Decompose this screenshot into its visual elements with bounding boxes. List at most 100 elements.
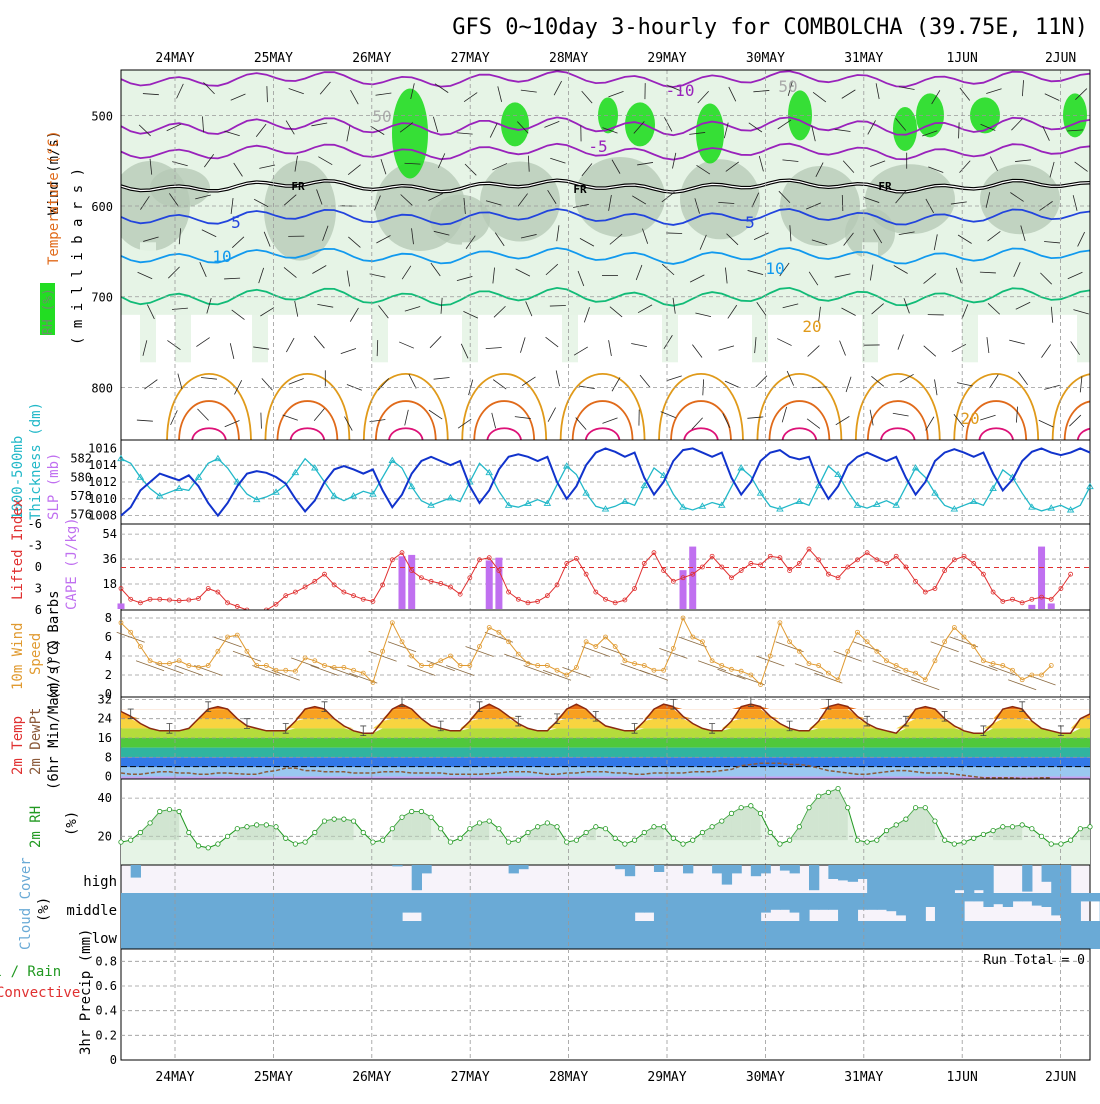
cloud-bar-middle xyxy=(945,893,955,921)
cloud-bar-low xyxy=(509,921,519,949)
cloud-bar-middle xyxy=(547,893,557,921)
rh-moist-region xyxy=(575,157,665,237)
date-label-top: 26MAY xyxy=(352,51,391,66)
cloud-bar-low xyxy=(1022,921,1032,949)
cloud-bar-low xyxy=(247,921,257,949)
cloud-unit-label: (%) xyxy=(36,897,52,922)
contour-label: 20 xyxy=(960,409,979,428)
cloud-bar-middle xyxy=(887,893,897,911)
cloud-bar-high xyxy=(974,865,984,890)
wind-barb xyxy=(267,86,268,102)
cloud-bar-middle xyxy=(654,893,664,921)
cloud-bar-middle xyxy=(315,893,325,921)
date-label-top: 28MAY xyxy=(549,51,588,66)
cloud-bar-low xyxy=(489,921,499,949)
cloud-bar-low xyxy=(993,921,1003,949)
temp-color-band xyxy=(121,757,1090,767)
cloud-bar-low xyxy=(712,921,722,949)
rh-saturated-region xyxy=(696,103,724,163)
cloud-bar-middle xyxy=(896,893,906,915)
rh-marker xyxy=(952,842,956,846)
cloud-bar-low xyxy=(324,921,334,949)
cloud-bar-middle xyxy=(993,893,1003,904)
rh-marker xyxy=(264,823,268,827)
cloud-bar-middle xyxy=(305,893,315,921)
cloud-bar-low xyxy=(344,921,354,949)
cloud-bar-high xyxy=(925,865,935,893)
cloud-bar-low xyxy=(1071,921,1081,949)
cloud-bar-middle xyxy=(218,893,228,921)
cloud-bar-low xyxy=(586,921,596,949)
date-label-top: 29MAY xyxy=(647,51,686,66)
wind-barb xyxy=(666,233,682,234)
rh-marker xyxy=(836,786,840,790)
wind-barb xyxy=(550,306,566,307)
cloud-bar-high xyxy=(1051,865,1061,893)
cloud-bar-low xyxy=(150,921,160,949)
cloud-bar-low xyxy=(276,921,286,949)
cloud-bar-low xyxy=(731,921,741,949)
cloud-bar-low xyxy=(606,921,616,949)
cloud-bar-low xyxy=(741,921,751,949)
rh-marker xyxy=(245,825,249,829)
rh-shade xyxy=(257,825,267,840)
rh-axis-labels: 2m RH (%) xyxy=(28,806,80,848)
cloud-bar-low xyxy=(305,921,315,949)
cloud-axis-labels: Cloud Cover (%) xyxy=(18,857,52,950)
cloud-bar-middle xyxy=(731,893,741,921)
cloud-bar-low xyxy=(819,921,829,949)
cloud-bar-high xyxy=(1022,865,1032,892)
li-tick-label: 6 xyxy=(35,603,42,617)
rh-marker xyxy=(342,817,346,821)
rh-marker xyxy=(1078,826,1082,830)
cloud-bar-low xyxy=(354,921,364,949)
rh-marker xyxy=(1068,838,1072,842)
cloud-bar-high xyxy=(509,865,519,873)
cloud-bar-low xyxy=(702,921,712,949)
date-label-bottom: 24MAY xyxy=(155,1070,194,1085)
cloud-bar-low xyxy=(179,921,189,949)
cloud-bar-middle xyxy=(450,893,460,921)
cloud-bar-low xyxy=(480,921,490,949)
rh-marker xyxy=(235,826,239,830)
cloud-bar-middle xyxy=(228,893,238,921)
pressure-tick-label: 600 xyxy=(91,200,113,214)
cape-tick-label: 54 xyxy=(103,527,117,541)
cloud-bar-low xyxy=(431,921,441,949)
cloud-bar-high xyxy=(421,865,431,873)
cloud-bar-low xyxy=(615,921,625,949)
cloud-bar-middle xyxy=(809,893,819,910)
rh-marker xyxy=(642,830,646,834)
rh-marker xyxy=(254,823,258,827)
precip-tick-labels: 0.80.60.40.20 xyxy=(95,954,117,1067)
rh-marker xyxy=(778,842,782,846)
rh-marker xyxy=(972,836,976,840)
cloud-bar-middle xyxy=(925,893,935,907)
wind-barb xyxy=(377,340,378,356)
cloud-bar-middle xyxy=(160,893,170,921)
run-total-label: Run Total = 0 xyxy=(983,953,1085,968)
cloud-bar-high xyxy=(751,865,761,876)
cloud-bar-low xyxy=(1003,921,1013,949)
cloud-bar-high xyxy=(887,865,897,893)
rh-shade xyxy=(828,789,838,841)
cloud-bar-high xyxy=(412,865,422,890)
cloud-bar-low xyxy=(877,921,887,949)
rh-low-streak xyxy=(862,242,878,362)
cloud-level-middle: middle xyxy=(66,903,117,919)
rh-marker xyxy=(632,838,636,842)
cloud-bar-low xyxy=(780,921,790,949)
precip-axis-label: 3hr Precip (mm) xyxy=(78,929,94,1055)
cloud-bar-middle xyxy=(208,893,218,921)
cloud-bar-middle xyxy=(916,893,926,921)
cloud-bar-middle xyxy=(344,893,354,921)
rh-shade xyxy=(916,808,926,840)
cloud-bar-middle xyxy=(354,893,364,921)
cloud-bar-middle xyxy=(257,893,267,921)
rh-marker xyxy=(768,830,772,834)
temp-tick-label: 0 xyxy=(105,770,112,784)
